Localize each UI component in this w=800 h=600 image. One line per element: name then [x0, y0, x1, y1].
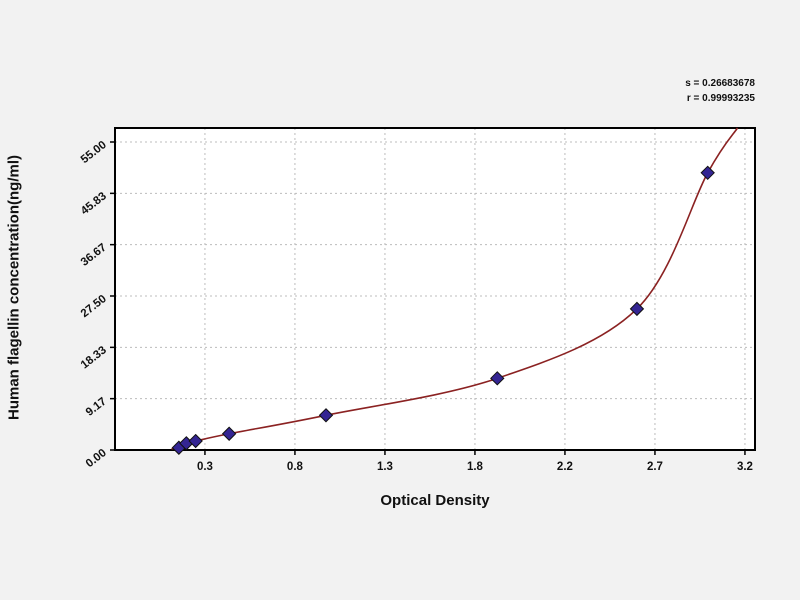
y-axis-title: Human flagellin concentration(ng/ml) — [5, 155, 23, 421]
data-point-marker — [490, 371, 505, 386]
y-tick-label: 36.67 — [79, 242, 109, 269]
x-tick-label: 1.8 — [467, 461, 484, 473]
x-tick-label: 2.2 — [557, 461, 573, 473]
y-tick-label: 18.33 — [79, 344, 109, 371]
x-tick-label: 1.3 — [377, 461, 393, 473]
data-point-marker — [629, 301, 645, 317]
plot-area: 0.3 0.8 1.3 1.8 2.2 2.7 3.2 0.00 9.17 18.33 27.50 3… — [79, 127, 756, 473]
x-axis-title: Optical Density — [380, 492, 490, 509]
fit-stat-s: s = 0.26683678 — [685, 78, 755, 89]
standard-curve-plot: 0.3 0.8 1.3 1.8 2.2 2.7 3.2 0.00 9.17 18.33 27.50 3… — [79, 127, 756, 473]
data-point-marker — [318, 408, 334, 423]
data-point-marker — [221, 426, 237, 441]
x-tick-label: 3.2 — [737, 461, 753, 473]
x-tick-label: 0.8 — [287, 461, 304, 473]
fitted-curve — [171, 127, 739, 450]
data-point-marker — [700, 165, 715, 181]
y-tick-label: 0.00 — [84, 447, 109, 470]
data-point-marker — [188, 433, 203, 449]
fit-stat-r: r = 0.99993235 — [686, 93, 755, 104]
y-tick-label: 45.83 — [79, 190, 109, 217]
fit-statistics: s = 0.26683678 r = 0.99993235 — [685, 76, 755, 106]
x-tick-label: 2.7 — [647, 461, 663, 473]
y-tick-label: 55.00 — [79, 139, 109, 166]
x-tick-label: 0.3 — [197, 461, 213, 473]
y-tick-label: 9.17 — [84, 396, 109, 419]
plot-frame — [114, 127, 756, 451]
y-tick-label: 27.50 — [79, 293, 109, 320]
